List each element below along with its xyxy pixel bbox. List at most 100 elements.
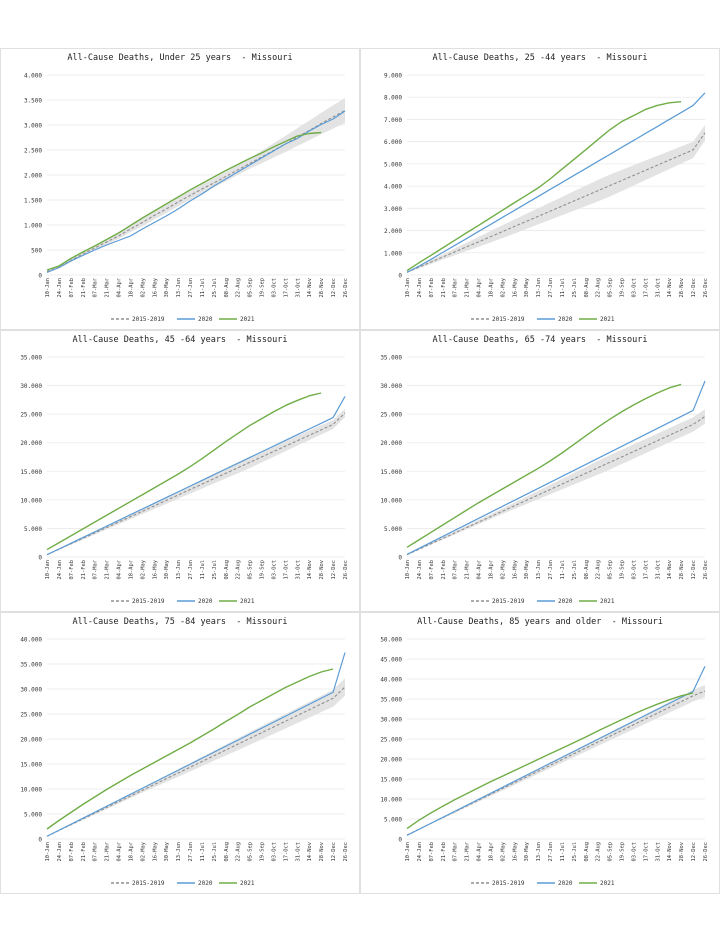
- y-tick-label: 1.000: [24, 223, 42, 230]
- y-tick-label: 10.000: [380, 797, 402, 804]
- x-tick-label: 10-Jan: [45, 560, 51, 579]
- x-tick-label: 03-Oct: [631, 560, 637, 579]
- y-tick-label: 2.500: [24, 148, 42, 155]
- x-tick-label: 16-May: [512, 841, 518, 861]
- x-tick-label: 22-Aug: [596, 842, 602, 861]
- x-tick-label: 30-May: [164, 841, 170, 861]
- x-tick-label: 10-Jan: [405, 560, 411, 579]
- x-tick-label: 12-Dec: [331, 278, 337, 297]
- legend-label: 2015-2019: [132, 880, 165, 887]
- x-tick-label: 13-Jun: [176, 560, 182, 579]
- x-tick-label: 21-Mar: [465, 841, 471, 861]
- y-tick-label: 1.500: [24, 198, 42, 205]
- legend-label: 2015-2019: [492, 316, 525, 323]
- x-tick-label: 26-Dec: [703, 842, 709, 861]
- legend-label: 2021: [240, 880, 255, 887]
- x-tick-label: 26-Dec: [343, 560, 349, 579]
- x-tick-label: 10-Jan: [45, 278, 51, 297]
- x-tick-label: 27-Jun: [548, 278, 554, 297]
- y-tick-label: 10.000: [380, 497, 402, 504]
- legend-label: 2021: [600, 598, 615, 605]
- x-tick-label: 30-May: [164, 277, 170, 297]
- x-tick-label: 18-Apr: [488, 277, 494, 297]
- x-tick-label: 07-Feb: [429, 278, 435, 297]
- y-tick-label: 15.000: [380, 469, 402, 476]
- x-tick-label: 16-May: [152, 277, 158, 297]
- legend-label: 2015-2019: [132, 598, 165, 605]
- x-tick-label: 30-May: [524, 841, 530, 861]
- chart-svg: 0 5.000 10.000 15.000 20.000 25.000 30.000 35.0…: [380, 637, 709, 888]
- x-tick-label: 28-Nov: [319, 278, 325, 297]
- x-tick-label: 21-Feb: [81, 842, 87, 861]
- x-tick-label: 21-Feb: [441, 278, 447, 297]
- x-tick-label: 14-Nov: [667, 278, 673, 297]
- x-tick-label: 03-Oct: [271, 560, 277, 579]
- y-tick-label: 35.000: [380, 697, 402, 704]
- x-tick-label: 13-Jun: [176, 842, 182, 861]
- chart-svg: 0 5.000 10.000 15.000 20.000 25.000 30.000 35.0…: [20, 355, 349, 606]
- y-tick-label: 30.000: [380, 717, 402, 724]
- y-tick-label: 25.000: [20, 412, 42, 419]
- chart-svg: 0 5.000 10.000 15.000 20.000 25.000 30.000 35.0…: [20, 637, 349, 888]
- x-tick-label: 03-Oct: [631, 278, 637, 297]
- x-tick-label: 13-Jun: [536, 560, 542, 579]
- chart-panel-75-84: 0 5.000 10.000 15.000 20.000 25.000 30.000 35.0…: [0, 612, 360, 894]
- x-tick-label: 14-Nov: [667, 560, 673, 579]
- y-tick-label: 35.000: [20, 355, 42, 362]
- x-tick-label: 17-Oct: [283, 842, 289, 861]
- x-tick-label: 04-Apr: [117, 277, 123, 297]
- x-tick-label: 24-Jan: [57, 560, 63, 579]
- baseline-2015-2019-line: [406, 415, 706, 556]
- x-tick-label: 17-Oct: [643, 560, 649, 579]
- x-tick-label: 05-Sep: [608, 560, 614, 579]
- y-tick-label: 5.000: [384, 526, 402, 533]
- y-tick-label: 30.000: [20, 383, 42, 390]
- x-tick-label: 31-Oct: [295, 842, 301, 861]
- x-tick-label: 25-Jul: [572, 278, 578, 297]
- x-tick-label: 21-Feb: [81, 278, 87, 297]
- legend-label: 2020: [198, 316, 213, 323]
- x-tick-label: 07-Mar: [453, 559, 459, 579]
- x-tick-label: 02-May: [500, 559, 506, 579]
- chart-panel-25-44: 0 1.000 2.000 3.000 4.000 5.000 6.000 7.000 8.00…: [360, 48, 720, 330]
- x-tick-label: 04-Apr: [477, 277, 483, 297]
- legend-label: 2020: [558, 316, 573, 323]
- x-tick-label: 21-Feb: [81, 560, 87, 579]
- y-tick-label: 2.000: [24, 173, 42, 180]
- x-tick-label: 21-Feb: [441, 560, 447, 579]
- chart-title: All-Cause Deaths, 65 -74 years - Missour…: [432, 335, 648, 345]
- x-tick-label: 08-Aug: [224, 560, 230, 579]
- x-tick-label: 31-Oct: [655, 278, 661, 297]
- x-tick-label: 18-Apr: [128, 559, 134, 579]
- y-tick-label: 10.000: [20, 497, 42, 504]
- x-tick-label: 12-Dec: [691, 278, 697, 297]
- x-tick-label: 22-Aug: [596, 278, 602, 297]
- x-tick-label: 11-Jul: [200, 278, 206, 297]
- y-tick-label: 15.000: [380, 777, 402, 784]
- x-tick-label: 18-Apr: [128, 841, 134, 861]
- y-tick-label: 25.000: [20, 712, 42, 719]
- x-tick-label: 18-Apr: [488, 841, 494, 861]
- x-tick-label: 10-Jan: [45, 842, 51, 861]
- x-tick-label: 27-Jun: [188, 560, 194, 579]
- baseline-2015-2019-line: [406, 132, 706, 273]
- x-tick-label: 21-Feb: [441, 842, 447, 861]
- y-tick-label: 0: [398, 555, 402, 562]
- x-tick-label: 07-Mar: [93, 277, 99, 297]
- x-tick-label: 19-Sep: [260, 560, 266, 579]
- x-tick-label: 11-Jul: [560, 560, 566, 579]
- y-tick-label: 1.000: [384, 250, 402, 257]
- y-tick-label: 40.000: [20, 637, 42, 644]
- x-tick-label: 07-Mar: [453, 841, 459, 861]
- y-tick-label: 6.000: [384, 139, 402, 146]
- x-tick-label: 21-Mar: [105, 559, 111, 579]
- x-tick-label: 27-Jun: [548, 842, 554, 861]
- x-tick-label: 27-Jun: [188, 278, 194, 297]
- x-tick-label: 04-Apr: [117, 841, 123, 861]
- y-tick-label: 45.000: [380, 657, 402, 664]
- y-tick-label: 4.000: [384, 184, 402, 191]
- x-tick-label: 28-Nov: [679, 560, 685, 579]
- legend-label: 2020: [198, 598, 213, 605]
- baseline-2015-2019-line: [46, 412, 346, 556]
- y-tick-label: 7.000: [384, 117, 402, 124]
